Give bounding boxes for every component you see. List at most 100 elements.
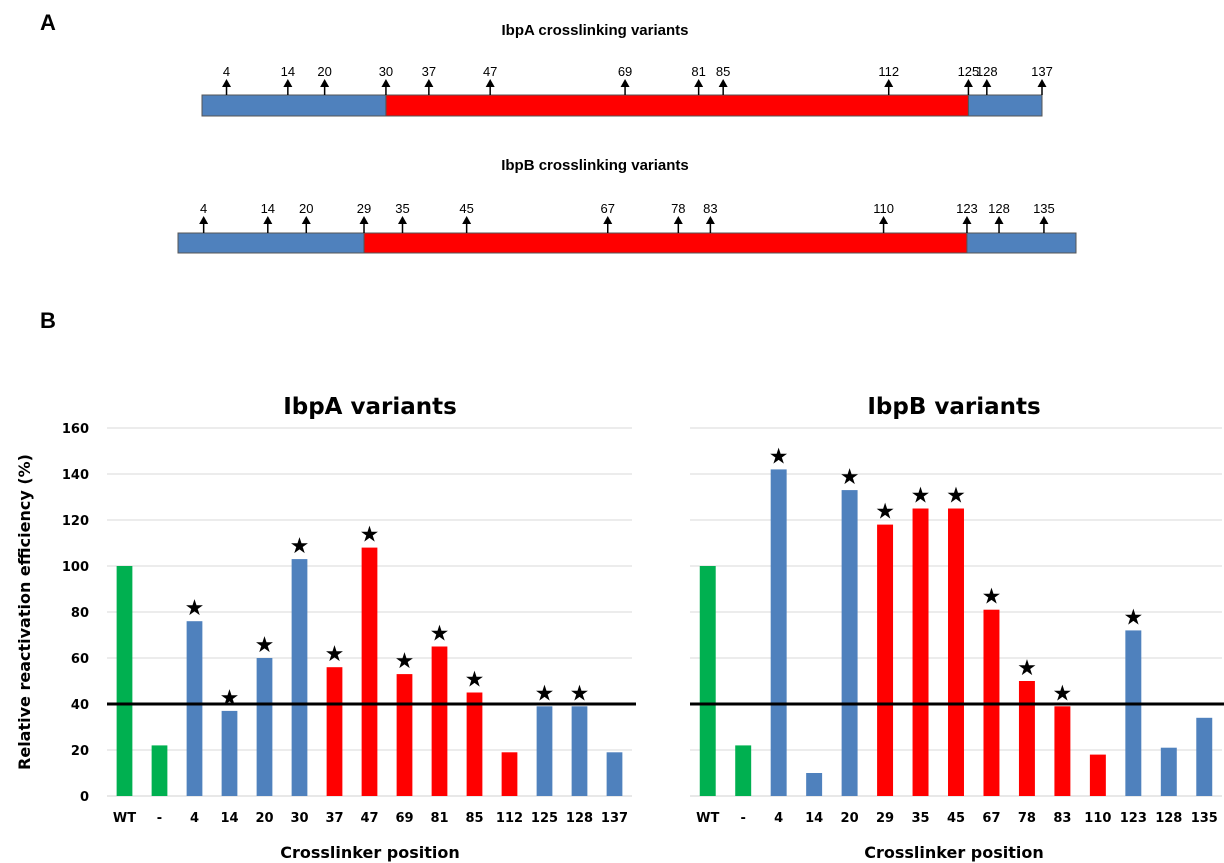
map-segment-blue [201,94,387,117]
map-segment-red [363,232,968,254]
arrow-up-icon [994,216,1004,224]
arrow-up-icon [359,216,369,224]
star-icon: ★ [1017,656,1037,681]
x-tick-label: 14 [220,811,238,826]
x-tick-label: 128 [1155,811,1182,826]
bar-35 [912,508,929,796]
x-tick-label: 123 [1120,811,1147,826]
x-tick-label: - [740,811,745,826]
x-tick-label: - [157,811,162,826]
arrow-up-icon [705,216,715,224]
y-tick-label: 40 [71,698,89,713]
bar-125 [536,706,553,796]
position-label: 83 [703,201,717,216]
bar-128 [571,706,588,796]
arrow-up-icon [962,216,972,224]
x-tick-label: 135 [1191,811,1218,826]
star-icon: ★ [946,484,966,509]
arrow-up-icon [381,79,391,87]
x-tick-label: 137 [601,811,628,826]
x-tick-label: 67 [982,811,1000,826]
star-icon: ★ [325,642,345,667]
star-icon: ★ [769,444,789,469]
bar-WT [116,566,133,796]
bar-29 [877,524,894,796]
star-icon: ★ [290,534,310,559]
arrow-up-icon [462,216,472,224]
arrow-up-icon [1037,79,1047,87]
chart-title: IbpB variants [867,394,1040,420]
bar-14 [221,710,238,796]
x-tick-label: 81 [430,811,448,826]
x-axis-label: Crosslinker position [280,843,460,862]
x-axis-label: Crosslinker position [864,843,1044,862]
position-label: 123 [956,201,978,216]
bar-47 [361,547,378,796]
position-label: 69 [618,64,632,79]
y-tick-label: 100 [62,560,89,575]
bar-112 [501,752,518,796]
arrow-up-icon [718,79,728,87]
position-label: 37 [422,64,436,79]
x-tick-label: 45 [947,811,965,826]
x-tick-label: 125 [531,811,558,826]
position-label: 20 [317,64,331,79]
star-icon: ★ [1053,681,1073,706]
arrow-up-icon [424,79,434,87]
position-label: 85 [716,64,730,79]
position-label: 35 [395,201,409,216]
x-tick-label: 30 [290,811,308,826]
y-axis-label: Relative reactivation efficiency (%) [15,454,34,770]
position-label: 67 [601,201,615,216]
map-ibpa: IbpA crosslinking variants 4 14 20 30 37 47 69 8… [201,22,1053,117]
star-icon: ★ [185,596,205,621]
arrow-up-icon [222,79,232,87]
star-icon: ★ [840,465,860,490]
x-tick-label: 4 [190,811,199,826]
star-icon: ★ [1123,605,1143,630]
x-tick-label: 69 [395,811,413,826]
arrow-up-icon [283,79,293,87]
map-ibpb: IbpB crosslinking variants 4 14 20 29 35 45 67 7… [177,157,1077,254]
arrow-up-icon [982,79,992,87]
position-label: 137 [1031,64,1053,79]
arrow-up-icon [263,216,273,224]
bar-137 [606,752,623,796]
y-tick-label: 0 [80,790,89,805]
position-label: 128 [988,201,1010,216]
arrow-up-icon [603,216,613,224]
star-icon: ★ [255,633,275,658]
bar-20 [256,658,273,796]
x-tick-label: 35 [911,811,929,826]
y-tick-label: 80 [71,606,89,621]
x-tick-label: 112 [496,811,523,826]
bar-14 [806,773,823,796]
bar-123 [1125,630,1142,796]
position-label: 128 [976,64,998,79]
star-icon: ★ [911,484,931,509]
position-label: 78 [671,201,685,216]
panel-a-label: A [40,10,56,35]
map-title: IbpB crosslinking variants [501,157,689,174]
y-tick-label: 120 [62,514,89,529]
x-tick-label: 78 [1018,811,1036,826]
bar-69 [396,674,413,796]
position-label: 135 [1033,201,1055,216]
chart-ibpa: 0 20 40 60 80 100 120 140 160 Relative reactivati… [15,394,636,862]
star-icon: ★ [465,668,485,693]
x-tick-label: WT [696,811,719,826]
position-label: 47 [483,64,497,79]
chart-title: IbpA variants [283,394,457,420]
star-icon: ★ [220,686,240,711]
bar-135 [1196,717,1213,796]
bar-81 [431,646,448,796]
bar-20 [841,490,858,796]
arrow-up-icon [485,79,495,87]
bar-37 [326,667,343,796]
position-label: 81 [691,64,705,79]
x-tick-label: 20 [841,811,859,826]
position-label: 4 [223,64,230,79]
bar-85 [466,692,483,796]
x-tick-label: 85 [465,811,483,826]
